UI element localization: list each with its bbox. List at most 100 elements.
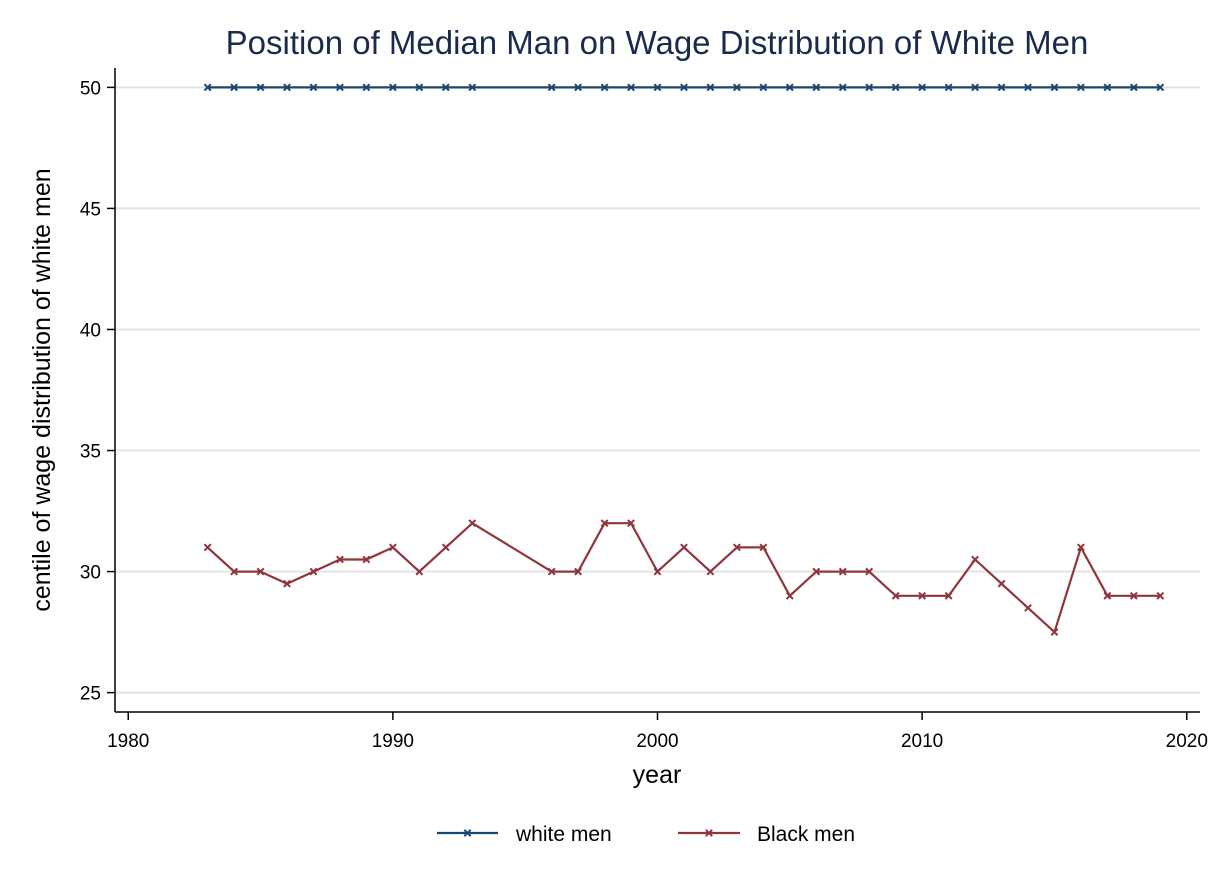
marker-stroke: [388, 543, 397, 552]
data-point-black-men: [891, 591, 900, 600]
data-point-black-men: [574, 567, 583, 576]
marker-stroke: [706, 567, 715, 576]
data-point-black-men: [230, 567, 238, 576]
marker-stroke: [1077, 83, 1085, 92]
series-white-men: [203, 83, 1165, 92]
chart-title: Position of Median Man on Wage Distribut…: [226, 24, 1089, 61]
x-axis-label: year: [633, 761, 682, 789]
data-point-white-men: [812, 83, 821, 92]
data-point-white-men: [944, 83, 953, 92]
data-point-black-men: [706, 567, 715, 576]
marker-stroke: [680, 543, 688, 552]
data-point-black-men: [1024, 603, 1032, 612]
data-point-white-men: [706, 83, 715, 92]
x-tick-label: 2020: [1166, 731, 1208, 752]
data-point-white-men: [785, 83, 794, 92]
data-point-white-men: [415, 83, 424, 92]
marker-stroke: [785, 591, 794, 600]
data-point-black-men: [944, 591, 953, 600]
data-point-white-men: [256, 83, 265, 92]
marker-stroke: [732, 543, 741, 552]
data-point-white-men: [891, 83, 900, 92]
data-point-white-men: [468, 83, 477, 92]
marker-stroke: [918, 83, 927, 92]
data-point-black-men: [1103, 591, 1112, 600]
marker-stroke: [203, 83, 212, 92]
series-line-black-men: [206, 522, 1161, 634]
data-point-white-men: [1050, 83, 1059, 92]
marker-stroke: [627, 519, 635, 528]
marker-stroke: [256, 567, 265, 576]
marker-stroke: [705, 829, 713, 837]
marker-stroke: [415, 567, 424, 576]
marker-stroke: [1129, 591, 1138, 600]
marker-stroke: [1050, 628, 1059, 637]
marker-stroke: [891, 591, 900, 600]
marker-stroke: [1024, 83, 1032, 92]
marker-stroke: [732, 83, 741, 92]
marker-stroke: [336, 555, 344, 564]
marker-stroke: [362, 83, 371, 92]
y-tick-label: 25: [80, 684, 101, 705]
data-point-white-men: [309, 83, 318, 92]
data-point-black-men: [468, 519, 477, 528]
marker-stroke: [759, 83, 768, 92]
data-point-black-men: [1077, 543, 1085, 552]
marker-stroke: [203, 543, 212, 552]
marker-stroke: [971, 555, 979, 564]
data-point-black-men: [812, 567, 821, 576]
marker-stroke: [865, 567, 874, 576]
data-point-black-men: [309, 567, 318, 576]
data-point-black-men: [918, 591, 927, 600]
marker-stroke: [944, 591, 953, 600]
series-black-men: [203, 519, 1165, 637]
data-point-black-men: [680, 543, 688, 552]
data-point-white-men: [336, 83, 344, 92]
marker-stroke: [785, 83, 794, 92]
data-point-black-men: [441, 543, 450, 552]
data-point-white-men: [918, 83, 927, 92]
data-point-white-men: [441, 83, 450, 92]
marker-stroke: [997, 83, 1006, 92]
data-point-black-men: [547, 567, 556, 576]
marker-stroke: [706, 83, 715, 92]
marker-stroke: [812, 567, 821, 576]
y-tick-label: 30: [80, 563, 101, 584]
data-point-black-men: [785, 591, 794, 600]
marker-stroke: [971, 83, 979, 92]
marker-stroke: [600, 83, 609, 92]
marker-stroke: [441, 83, 450, 92]
legend-item-black-men: Black men: [678, 823, 855, 846]
data-point-white-men: [997, 83, 1006, 92]
data-point-black-men: [283, 579, 291, 588]
marker-stroke: [653, 83, 662, 92]
data-point-black-men: [627, 519, 635, 528]
x-tick-label: 1990: [372, 731, 414, 752]
marker-stroke: [574, 83, 583, 92]
data-point-black-men: [732, 543, 741, 552]
marker-stroke: [1024, 603, 1032, 612]
data-point-white-men: [627, 83, 635, 92]
legend-label-white-men: white men: [515, 823, 612, 846]
data-point-white-men: [574, 83, 583, 92]
marker-stroke: [838, 567, 847, 576]
data-point-black-men: [256, 567, 265, 576]
marker-stroke: [309, 567, 318, 576]
data-point-white-men: [865, 83, 874, 92]
y-tick-label: 40: [80, 320, 101, 341]
legend-marker-white-men: [463, 829, 472, 837]
data-point-black-men: [336, 555, 344, 564]
marker-stroke: [1077, 543, 1085, 552]
data-point-white-men: [388, 83, 397, 92]
data-point-black-men: [362, 555, 371, 564]
data-point-black-men: [203, 543, 212, 552]
marker-stroke: [891, 83, 900, 92]
marker-stroke: [336, 83, 344, 92]
data-point-white-men: [1103, 83, 1112, 92]
marker-stroke: [1129, 83, 1138, 92]
marker-stroke: [812, 83, 821, 92]
marker-stroke: [1103, 591, 1112, 600]
data-point-black-men: [838, 567, 847, 576]
marker-stroke: [997, 579, 1006, 588]
